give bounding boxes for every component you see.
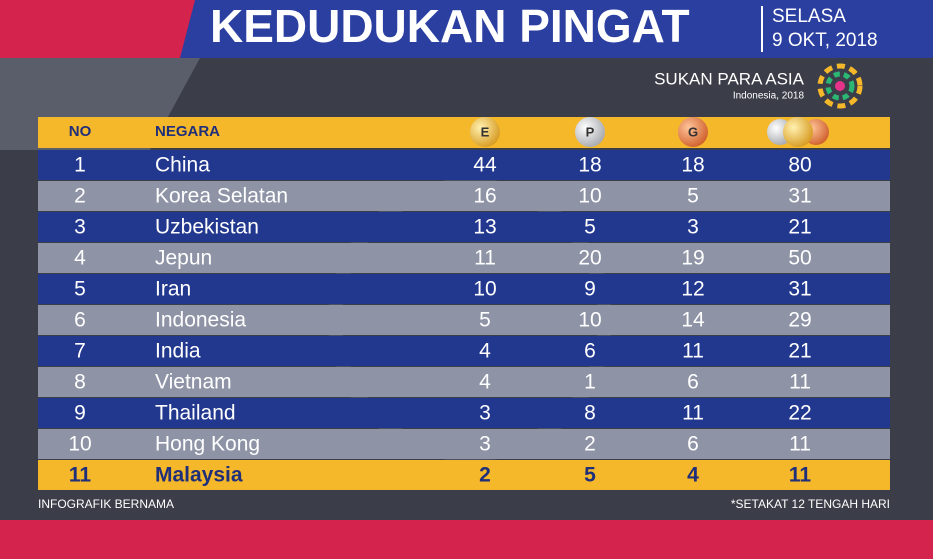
row-background bbox=[38, 150, 890, 180]
cell: 5 bbox=[479, 309, 491, 332]
medal-icon bbox=[470, 117, 500, 147]
country: Malaysia bbox=[155, 464, 243, 487]
cell: 5 bbox=[584, 464, 596, 487]
cell: 20 bbox=[578, 247, 601, 270]
row-background bbox=[38, 274, 890, 304]
source: INFOGRAFIK BERNAMA bbox=[38, 497, 174, 511]
medal-icon bbox=[678, 117, 708, 147]
cell: 3 bbox=[74, 216, 86, 239]
cell: 11 bbox=[789, 371, 811, 394]
cell: 9 bbox=[74, 402, 86, 425]
cell: 2 bbox=[479, 464, 491, 487]
country: Vietnam bbox=[155, 371, 232, 394]
date: 9 OKT, 2018 bbox=[772, 30, 878, 51]
cell: 1 bbox=[74, 154, 86, 177]
cell: 16 bbox=[473, 185, 496, 208]
cell: 3 bbox=[479, 402, 491, 425]
cell: 4 bbox=[74, 247, 86, 270]
cell: 11 bbox=[474, 247, 496, 270]
cell: 3 bbox=[687, 216, 699, 239]
cell: 50 bbox=[788, 247, 811, 270]
country: Korea Selatan bbox=[155, 185, 288, 208]
row-background bbox=[38, 212, 890, 242]
cell: 4 bbox=[479, 371, 491, 394]
cell: 31 bbox=[788, 278, 811, 301]
cell: 10 bbox=[578, 185, 601, 208]
cell: 10 bbox=[68, 433, 91, 456]
event-logo bbox=[817, 63, 863, 109]
cell: 6 bbox=[687, 371, 699, 394]
cell: 5 bbox=[584, 216, 596, 239]
country: Uzbekistan bbox=[155, 216, 259, 239]
cell: 10 bbox=[473, 278, 496, 301]
column-header: G bbox=[688, 124, 698, 139]
cell: 13 bbox=[473, 216, 496, 239]
cell: 11 bbox=[69, 464, 92, 487]
row-background bbox=[38, 460, 890, 490]
cell: 5 bbox=[687, 185, 699, 208]
row-background bbox=[38, 398, 890, 428]
row-background bbox=[38, 305, 890, 335]
cell: 31 bbox=[788, 185, 811, 208]
row-background bbox=[38, 243, 890, 273]
cell: 6 bbox=[74, 309, 86, 332]
country: China bbox=[155, 154, 210, 177]
cell: 18 bbox=[681, 154, 704, 177]
cell: 21 bbox=[788, 340, 811, 363]
event-location: Indonesia, 2018 bbox=[733, 91, 805, 102]
total-icon bbox=[767, 117, 829, 147]
column-header: NO bbox=[69, 123, 92, 140]
cell: 11 bbox=[789, 433, 811, 456]
cell: 8 bbox=[74, 371, 86, 394]
country: India bbox=[155, 340, 201, 363]
column-header: E bbox=[481, 124, 490, 139]
column-header: NEGARA bbox=[155, 123, 220, 140]
cell: 11 bbox=[682, 340, 704, 363]
cell: 11 bbox=[682, 402, 704, 425]
cell: 2 bbox=[74, 185, 86, 208]
country: Thailand bbox=[155, 402, 236, 425]
cell: 9 bbox=[584, 278, 596, 301]
bottom-band bbox=[0, 520, 933, 559]
day: SELASA bbox=[772, 6, 846, 27]
title-band bbox=[180, 0, 933, 58]
cell: 80 bbox=[788, 154, 811, 177]
title: KEDUDUKAN PINGAT bbox=[210, 0, 690, 52]
cell: 44 bbox=[473, 154, 497, 177]
cell: 4 bbox=[479, 340, 491, 363]
cell: 11 bbox=[789, 464, 812, 487]
cell: 1 bbox=[584, 371, 596, 394]
cell: 3 bbox=[479, 433, 491, 456]
country: Indonesia bbox=[155, 309, 246, 332]
header-row bbox=[38, 117, 890, 148]
cell: 6 bbox=[687, 433, 699, 456]
row-background bbox=[38, 429, 890, 459]
cell: 21 bbox=[788, 216, 811, 239]
row-background bbox=[38, 367, 890, 397]
cell: 18 bbox=[578, 154, 601, 177]
note: *SETAKAT 12 TENGAH HARI bbox=[731, 497, 890, 511]
cell: 14 bbox=[681, 309, 705, 332]
cell: 12 bbox=[681, 278, 704, 301]
country: Hong Kong bbox=[155, 433, 260, 456]
cell: 8 bbox=[584, 402, 596, 425]
row-background bbox=[38, 181, 890, 211]
country: Jepun bbox=[155, 247, 212, 270]
cell: 5 bbox=[74, 278, 86, 301]
medal-icon bbox=[575, 117, 605, 147]
event: SUKAN PARA ASIA bbox=[654, 69, 805, 88]
cell: 22 bbox=[788, 402, 811, 425]
cell: 2 bbox=[584, 433, 596, 456]
country: Iran bbox=[155, 278, 191, 301]
cell: 19 bbox=[681, 247, 704, 270]
cell: 29 bbox=[788, 309, 811, 332]
cell: 4 bbox=[687, 464, 699, 487]
cell: 6 bbox=[584, 340, 596, 363]
cell: 7 bbox=[74, 340, 86, 363]
cell: 10 bbox=[578, 309, 601, 332]
row-background bbox=[38, 336, 890, 366]
column-header: P bbox=[586, 124, 595, 139]
